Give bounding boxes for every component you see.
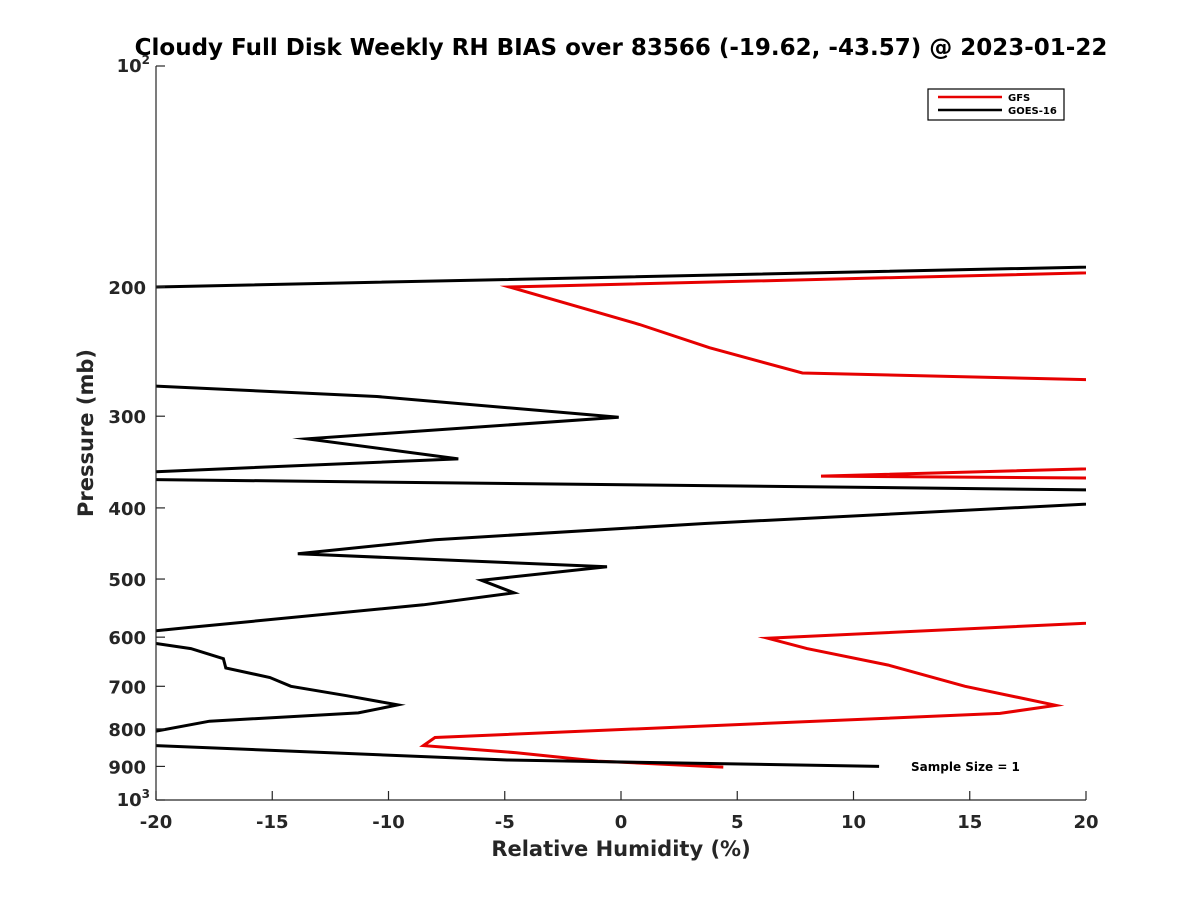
y-tick-label: 500 [108, 570, 146, 591]
y-tick-label: 600 [108, 628, 146, 649]
x-tick-label: -15 [256, 812, 289, 833]
x-axis-label: Relative Humidity (%) [491, 837, 750, 861]
x-tick-label: 0 [615, 812, 628, 833]
series-layer [156, 265, 1086, 769]
x-ticks: -20 -15 -10 -5 0 5 10 15 20 [140, 791, 1099, 833]
y-tick-label: 800 [108, 720, 146, 741]
y-tick-label: 103 [117, 787, 150, 811]
x-tick-label: 10 [841, 812, 866, 833]
x-tick-label: -5 [495, 812, 515, 833]
x-tick-label: 20 [1073, 812, 1098, 833]
legend-label-goes16: GOES-16 [1008, 106, 1057, 117]
y-tick-label-exponent: 3 [142, 787, 150, 801]
y-tick-label-base: 10 [117, 790, 142, 811]
x-tick-label: 5 [731, 812, 744, 833]
y-axis-label: Pressure (mb) [74, 349, 98, 517]
y-tick-label: 300 [108, 407, 146, 428]
y-tick-label: 900 [108, 757, 146, 778]
legend-label-gfs: GFS [1008, 93, 1030, 104]
chart-title: Cloudy Full Disk Weekly RH BIAS over 835… [135, 35, 1108, 61]
series-line-goes16 [156, 265, 1086, 768]
x-tick-label: 15 [957, 812, 982, 833]
y-tick-label-exponent: 2 [142, 53, 150, 67]
x-tick-label: -20 [140, 812, 173, 833]
series-line-gfs [419, 271, 1086, 769]
legend-box [927, 88, 1065, 121]
x-tick-label: -10 [372, 812, 405, 833]
legend: GFS GOES-16 [927, 88, 1065, 121]
plot-background [156, 66, 1086, 800]
y-tick-label: 700 [108, 677, 146, 698]
y-tick-label-base: 10 [117, 56, 142, 77]
sample-size-annotation: Sample Size = 1 [911, 760, 1020, 774]
y-tick-label: 102 [117, 53, 150, 77]
y-tick-label: 200 [108, 278, 146, 299]
y-tick-label: 400 [108, 499, 146, 520]
